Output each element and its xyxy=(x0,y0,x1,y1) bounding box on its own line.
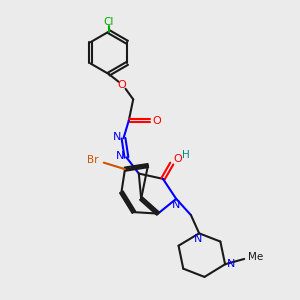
Text: O: O xyxy=(152,116,161,126)
Text: Cl: Cl xyxy=(103,17,114,27)
Text: N: N xyxy=(194,234,202,244)
Text: H: H xyxy=(182,150,190,160)
Text: Me: Me xyxy=(248,253,263,262)
Text: N: N xyxy=(116,151,124,161)
Text: N: N xyxy=(227,259,236,269)
Text: O: O xyxy=(173,154,182,164)
Text: Br: Br xyxy=(87,155,98,165)
Text: O: O xyxy=(118,80,126,90)
Text: N: N xyxy=(113,132,121,142)
Text: N: N xyxy=(172,200,180,210)
